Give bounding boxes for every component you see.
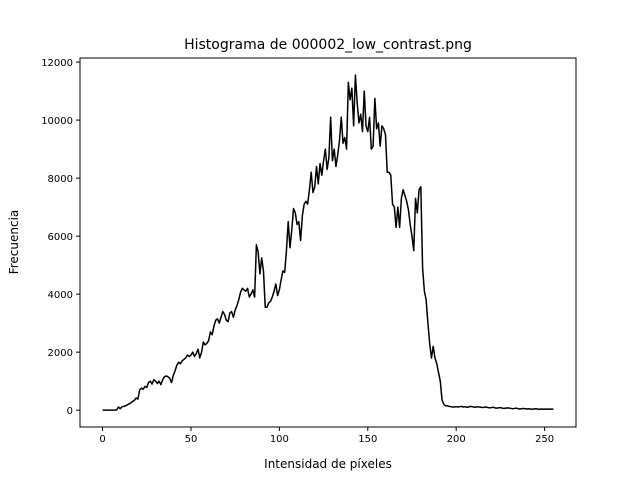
y-tick-label: 0 <box>67 406 73 417</box>
x-tick-label: 50 <box>185 434 198 445</box>
y-tick-label: 2000 <box>48 348 73 359</box>
y-tick-label: 8000 <box>48 174 73 185</box>
y-tick-label: 4000 <box>48 290 73 301</box>
x-axis-label: Intensidad de píxeles <box>264 457 392 471</box>
x-tick-label: 100 <box>270 434 289 445</box>
data-line <box>102 74 554 411</box>
x-tick-label: 150 <box>358 434 377 445</box>
axes-frame <box>79 57 577 428</box>
y-tick-label: 10000 <box>41 116 73 127</box>
y-tick-label: 6000 <box>48 232 73 243</box>
y-axis-label: Frecuencia <box>7 210 21 275</box>
x-tick-label: 200 <box>447 434 466 445</box>
y-tick-label: 12000 <box>41 58 73 69</box>
chart-title: Histograma de 000002_low_contrast.png <box>184 37 472 53</box>
x-tick-label: 0 <box>99 434 105 445</box>
x-tick-label: 250 <box>535 434 554 445</box>
